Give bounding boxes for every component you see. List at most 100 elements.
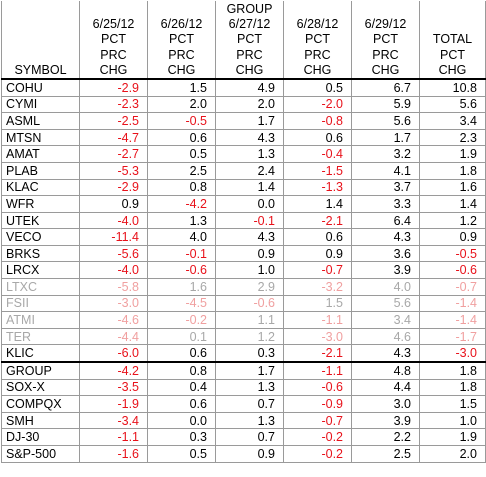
value-cell: 3.4	[351, 311, 420, 329]
value-cell: 0.9	[79, 195, 148, 213]
header-row: PCT PCT PCT PCT PCT TOTAL	[1, 31, 486, 48]
value-cell: -3.0	[79, 294, 148, 313]
value-cell: 4.1	[351, 161, 420, 180]
value-cell: -1.7	[419, 327, 486, 346]
value-cell: -1.6	[79, 445, 148, 463]
stock-row: VECO -11.4 4.0 4.3 0.6 4.3 0.9	[1, 228, 486, 246]
value-cell: 5.6	[351, 112, 420, 130]
header-cell	[283, 1, 352, 17]
stock-row: WFR 0.9 -4.2 0.0 1.4 3.3 1.4	[1, 195, 486, 213]
header-cell	[1, 1, 80, 17]
value-cell: -0.4	[283, 145, 352, 163]
value-cell: 0.8	[147, 178, 216, 197]
stock-row: KLAC -2.9 0.8 1.4 -1.3 3.7 1.6	[1, 178, 486, 197]
header-cell: PCT	[79, 31, 148, 48]
value-cell: -4.0	[79, 261, 148, 280]
value-cell: 0.5	[147, 445, 216, 463]
value-cell: 0.6	[147, 128, 216, 147]
value-cell: 1.7	[351, 128, 420, 147]
index-row: SOX-X -3.5 0.4 1.3 -0.6 4.4 1.8	[1, 378, 486, 397]
stock-row: AMAT -2.7 0.5 1.3 -0.4 3.2 1.9	[1, 145, 486, 163]
value-cell: 3.0	[351, 395, 420, 413]
value-cell: 4.3	[351, 344, 420, 363]
header-row: PRC PRC PRC PRC PRC PCT	[1, 47, 486, 63]
header-cell: 6/28/12	[283, 16, 352, 32]
value-cell: -1.4	[419, 294, 486, 313]
stock-row: ATMI -4.6 -0.2 1.1 -1.1 3.4 -1.4	[1, 311, 486, 329]
value-cell: -5.8	[79, 278, 148, 296]
value-cell: 2.5	[351, 445, 420, 463]
value-cell: 0.5	[283, 78, 352, 97]
value-cell: -0.6	[283, 378, 352, 397]
value-cell: 1.3	[215, 145, 284, 163]
value-cell: -0.8	[283, 112, 352, 130]
value-cell: -4.7	[79, 128, 148, 147]
value-cell: -6.0	[79, 344, 148, 363]
value-cell: -3.4	[79, 411, 148, 430]
value-cell: -2.1	[283, 344, 352, 363]
value-cell: 0.9	[215, 445, 284, 463]
symbol-cell: S&P-500	[1, 445, 80, 463]
value-cell: 2.3	[419, 128, 486, 147]
stock-row: LTXC -5.8 1.6 2.9 -3.2 4.0 -0.7	[1, 278, 486, 296]
value-cell: -4.0	[79, 211, 148, 230]
value-cell: -4.2	[147, 195, 216, 213]
stock-row: COHU -2.9 1.5 4.9 0.5 6.7 10.8	[1, 78, 486, 97]
value-cell: 0.0	[147, 411, 216, 430]
header-cell: 6/27/12	[215, 16, 284, 32]
value-cell: 0.6	[283, 128, 352, 147]
symbol-cell: LRCX	[1, 261, 80, 280]
value-cell: 0.7	[215, 395, 284, 413]
stock-row: BRKS -5.6 -0.1 0.9 0.9 3.6 -0.5	[1, 244, 486, 263]
value-cell: 1.4	[215, 178, 284, 197]
value-cell: -3.2	[283, 278, 352, 296]
value-cell: 4.3	[215, 228, 284, 246]
value-cell: -4.2	[79, 361, 148, 380]
value-cell: 1.9	[419, 145, 486, 163]
symbol-cell: WFR	[1, 195, 80, 213]
header-cell: PRC	[351, 47, 420, 63]
value-cell: 5.9	[351, 95, 420, 114]
stock-row: MTSN -4.7 0.6 4.3 0.6 1.7 2.3	[1, 128, 486, 147]
data-table: GROUP 6/25/12 6/26/12 6/27/12 6/28/12 6/29/12…	[1, 1, 486, 463]
value-cell: -3.0	[419, 344, 486, 363]
header-row: SYMBOL CHG CHG CHG CHG CHG CHG	[1, 62, 486, 80]
value-cell: 4.0	[351, 278, 420, 296]
header-cell	[419, 16, 486, 32]
value-cell: 1.2	[215, 327, 284, 346]
header-cell: 6/29/12	[351, 16, 420, 32]
value-cell: 1.6	[147, 278, 216, 296]
header-cell	[79, 1, 148, 17]
value-cell: 0.7	[215, 428, 284, 447]
value-cell: 0.6	[147, 344, 216, 363]
value-cell: -0.1	[215, 211, 284, 230]
symbol-cell: VECO	[1, 228, 80, 246]
header-cell	[351, 1, 420, 17]
value-cell: 1.7	[215, 112, 284, 130]
value-cell: 2.2	[351, 428, 420, 447]
header-cell: SYMBOL	[1, 62, 80, 80]
value-cell: -0.6	[215, 294, 284, 313]
symbol-cell: ATMI	[1, 311, 80, 329]
symbol-cell: SMH	[1, 411, 80, 430]
value-cell: 1.0	[215, 261, 284, 280]
value-cell: 1.4	[283, 195, 352, 213]
value-cell: 2.0	[215, 95, 284, 114]
value-cell: -3.0	[283, 327, 352, 346]
value-cell: 3.4	[419, 112, 486, 130]
value-cell: -0.5	[419, 244, 486, 263]
symbol-cell: TER	[1, 327, 80, 346]
value-cell: 2.5	[147, 161, 216, 180]
value-cell: 3.2	[351, 145, 420, 163]
value-cell: -5.6	[79, 244, 148, 263]
value-cell: 0.9	[419, 228, 486, 246]
header-cell: CHG	[215, 62, 284, 80]
value-cell: 1.4	[419, 195, 486, 213]
header-cell	[1, 16, 80, 32]
header-cell: PCT	[147, 31, 216, 48]
value-cell: -2.7	[79, 145, 148, 163]
value-cell: 4.6	[351, 327, 420, 346]
value-cell: 1.9	[419, 428, 486, 447]
value-cell: -0.7	[419, 278, 486, 296]
